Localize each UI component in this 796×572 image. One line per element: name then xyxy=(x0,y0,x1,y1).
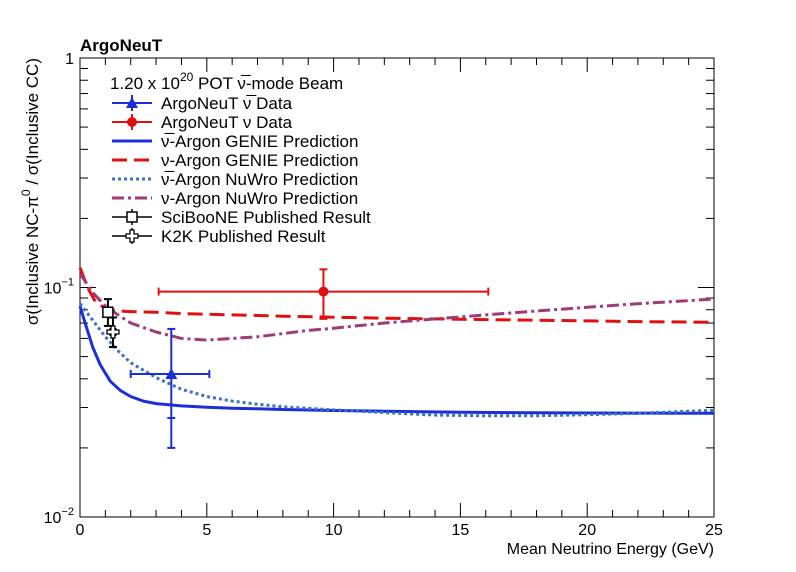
open-square-marker xyxy=(126,211,138,223)
data-points xyxy=(102,268,490,449)
prediction-curves xyxy=(78,267,715,418)
y-tick-exponent: −1 xyxy=(61,277,74,289)
y-axis-label-post: / σ(Inclusive CC) xyxy=(23,58,42,189)
series-line xyxy=(78,302,715,418)
y-axis-label-pre: σ(Inclusive NC-π xyxy=(23,196,42,325)
y-axis-label-sup: 0 xyxy=(19,189,33,196)
subtitle-base: 1.20 x 10 xyxy=(110,74,180,93)
x-tick-label: 5 xyxy=(202,522,211,539)
legend-label: ν-Argon GENIE Prediction xyxy=(161,151,358,170)
x-tick-label: 25 xyxy=(705,522,723,539)
open-cross-marker xyxy=(106,325,120,339)
legend-label: ν-Argon NuWro Prediction xyxy=(161,189,358,208)
x-axis-label: Mean Neutrino Energy (GeV) xyxy=(507,541,714,558)
triangle-marker xyxy=(165,367,178,379)
y-tick-base: 10 xyxy=(44,510,62,527)
legend-label: ν̅-Argon GENIE Prediction xyxy=(161,132,358,151)
legend-entry: K2K Published Result xyxy=(112,227,326,246)
data-point xyxy=(102,298,114,327)
legend-label: K2K Published Result xyxy=(161,227,326,246)
series-line xyxy=(78,272,715,342)
chart-title: ArgoNeuT xyxy=(80,36,163,55)
legend-entry: SciBooNE Published Result xyxy=(112,208,371,227)
subtitle-tail: POT ν̅-mode Beam xyxy=(193,74,343,93)
legend-entry: ν-Argon GENIE Prediction xyxy=(112,151,358,170)
subtitle-exponent: 20 xyxy=(180,70,194,84)
data-point xyxy=(106,316,120,349)
y-tick-base: 10 xyxy=(44,281,62,298)
data-point xyxy=(129,327,211,449)
data-point xyxy=(157,268,490,320)
triangle-marker xyxy=(126,97,138,108)
legend-entry: ν-Argon NuWro Prediction xyxy=(112,189,358,208)
x-tick-label: 10 xyxy=(325,522,343,539)
y-tick-base: 1 xyxy=(65,51,74,68)
legend-label: ν̅-Argon NuWro Prediction xyxy=(161,170,358,189)
y-tick-label: 10−1 xyxy=(44,277,74,298)
legend-entry: ν̅-Argon GENIE Prediction xyxy=(112,132,358,151)
open-square-marker xyxy=(102,306,114,319)
legend-entry: ν̅-Argon NuWro Prediction xyxy=(112,170,358,189)
y-tick-label: 1 xyxy=(65,51,74,68)
legend-entry: ArgoNeuT ν̅ Data xyxy=(112,94,293,113)
series-line xyxy=(78,305,715,415)
x-tick-label: 15 xyxy=(452,522,470,539)
chart-subtitle: 1.20 x 1020 POT ν̅-mode Beam xyxy=(110,70,343,93)
y-tick-exponent: −2 xyxy=(61,506,74,518)
legend-label: SciBooNE Published Result xyxy=(161,208,371,227)
circle-marker xyxy=(127,117,137,127)
legend-entry: ArgoNeuT ν Data xyxy=(112,113,293,132)
open-cross-marker xyxy=(125,229,139,243)
legend-label: ArgoNeuT ν̅ Data xyxy=(161,94,293,113)
circle-marker xyxy=(318,286,329,297)
x-tick-label: 20 xyxy=(578,522,596,539)
y-axis-label: σ(Inclusive NC-π0 / σ(Inclusive CC) xyxy=(19,58,42,325)
series-line xyxy=(78,267,715,324)
legend-label: ArgoNeuT ν Data xyxy=(161,113,293,132)
y-tick-label: 10−2 xyxy=(44,506,74,527)
x-tick-label: 0 xyxy=(76,522,85,539)
